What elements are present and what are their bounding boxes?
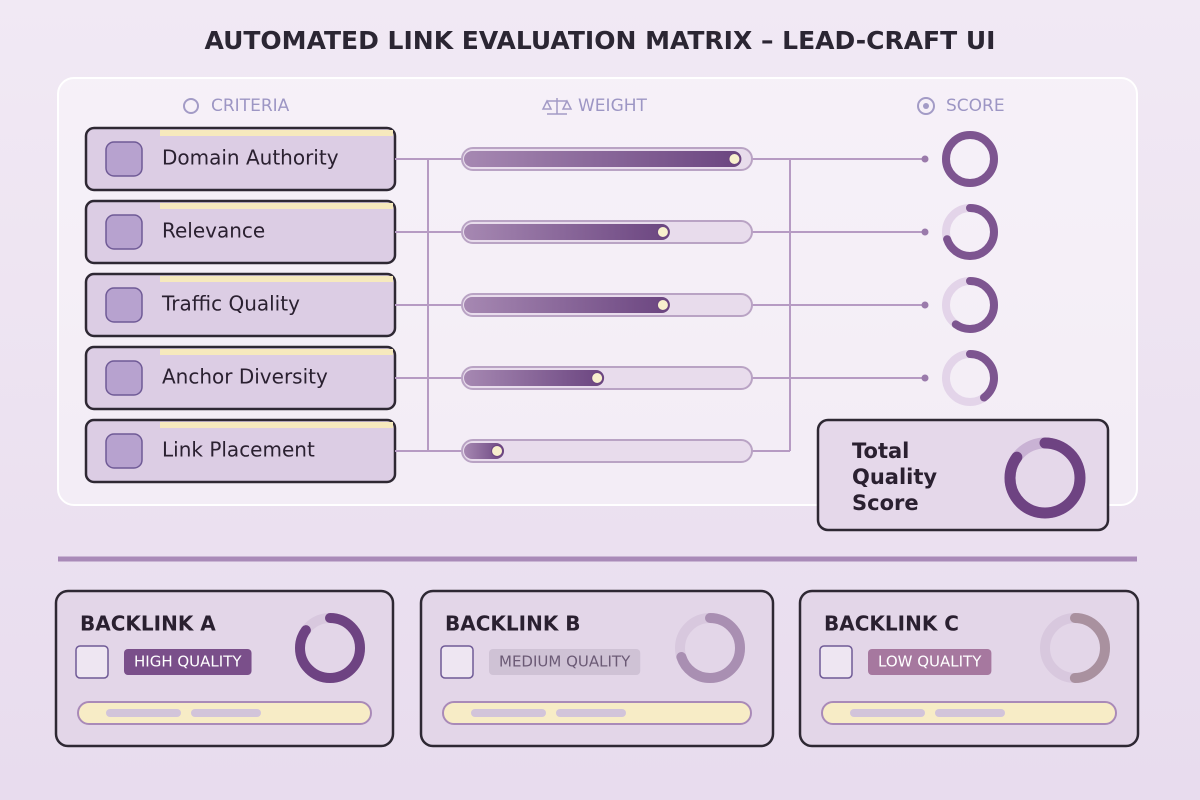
weight-knob — [656, 299, 669, 311]
backlink-name: BACKLINK A — [80, 612, 216, 636]
backlink-name: BACKLINK B — [445, 612, 581, 636]
criterion-label: Traffic Quality — [161, 292, 300, 316]
url-segment — [191, 709, 261, 717]
total-label: Total Quality Score — [852, 439, 938, 515]
url-segment — [556, 709, 626, 717]
card-strip — [160, 349, 393, 355]
ring-score — [942, 204, 998, 260]
criterion-label: Domain Authority — [162, 146, 339, 170]
criterion-icon — [105, 214, 143, 250]
weight-track — [461, 439, 753, 463]
criterion-label: Relevance — [162, 219, 265, 243]
criteria-header: CRITERIA — [211, 96, 290, 116]
ring-score — [942, 350, 998, 406]
ring-score — [295, 613, 365, 683]
target-icon — [917, 97, 935, 115]
url-segment — [850, 709, 925, 717]
backlink-icon — [440, 645, 474, 679]
weight-header: WEIGHT — [578, 96, 648, 116]
weight-knob — [491, 445, 504, 457]
ring-score — [942, 131, 998, 187]
card-strip — [160, 130, 393, 136]
quality-badge — [124, 649, 252, 675]
target-icon — [923, 103, 929, 109]
weight-knob — [728, 153, 741, 165]
backlink-icon — [75, 645, 109, 679]
card-strip — [160, 276, 393, 282]
ring-score — [675, 613, 745, 683]
criterion-label: Anchor Diversity — [162, 365, 328, 389]
quality-badge — [489, 649, 641, 675]
connector-dot — [921, 228, 929, 236]
criterion-icon — [105, 141, 143, 177]
ring-score — [1040, 613, 1110, 683]
quality-badge-text: HIGH QUALITY — [134, 653, 242, 671]
card-strip — [160, 203, 393, 209]
ring-score — [942, 277, 998, 333]
criterion-icon — [105, 287, 143, 323]
connector-dot — [921, 155, 929, 163]
weight-bar — [464, 297, 670, 313]
weight-knob — [656, 226, 669, 238]
url-segment — [106, 709, 181, 717]
score-header: SCORE — [946, 96, 1005, 116]
weight-bar — [464, 370, 605, 386]
url-segment — [471, 709, 546, 717]
weight-knob — [591, 372, 604, 384]
quality-badge — [868, 649, 992, 675]
criterion-icon — [105, 433, 143, 469]
weight-bar — [464, 151, 742, 167]
ring-score — [1004, 437, 1086, 519]
connector-dot — [921, 301, 929, 309]
criterion-label: Link Placement — [162, 438, 315, 462]
quality-badge-text: LOW QUALITY — [878, 653, 982, 671]
title: AUTOMATED LINK EVALUATION MATRIX – LEAD-… — [205, 26, 996, 55]
card-strip — [160, 422, 393, 428]
gear-icon — [183, 98, 199, 114]
url-segment — [935, 709, 1005, 717]
quality-badge-text: MEDIUM QUALITY — [499, 653, 631, 671]
weight-bar — [464, 224, 670, 240]
scale-icon — [541, 98, 573, 115]
criterion-icon — [105, 360, 143, 396]
backlink-icon — [819, 645, 853, 679]
backlink-name: BACKLINK C — [824, 612, 959, 636]
connector-dot — [921, 374, 929, 382]
